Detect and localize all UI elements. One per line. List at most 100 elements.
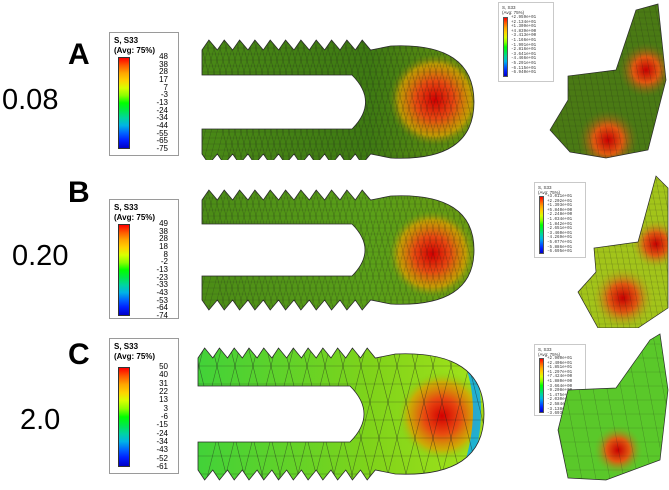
legend-tick-label: 7 <box>163 82 168 92</box>
legend-tick-label: 40 <box>159 370 168 380</box>
mini-legend-tick-label: -5.291e+01 <box>511 61 537 66</box>
legend-tick-label: -34 <box>156 113 168 123</box>
mini-legend-tick-label: -5.886e+01 <box>547 245 573 250</box>
side-view-model <box>549 3 667 159</box>
legend-tick-label: -52 <box>156 453 168 463</box>
legend-tick-label: -65 <box>156 136 168 146</box>
mini-legend-ticks: +2.959e+01 +2.134e+01 +1.309e+01 +4.839e+00… <box>511 16 536 76</box>
mini-legend-tick-label: +2.959e+01 <box>511 16 537 20</box>
mini-legend-title-line1: S, S33 <box>538 185 552 190</box>
contour-legend: S, S33 (Avg: 75%) 48 38 28 17 7 -3 -13 -24 -34 -4… <box>109 32 179 156</box>
legend-color-bar <box>118 367 130 467</box>
mini-legend-tick-label: -2.584e+01 <box>547 402 573 407</box>
mini-legend-title-line1: S, S33 <box>538 347 552 352</box>
legend-tick-label: 38 <box>159 59 168 69</box>
mini-legend-tick-label: +1.880e+00 <box>547 379 573 384</box>
legend-tick-label: -34 <box>156 437 168 446</box>
mini-legend-tick-label: -3.138e+01 <box>547 407 573 412</box>
legend-tick-label: 48 <box>159 52 168 61</box>
legend-tick-label: -6 <box>160 412 168 421</box>
parameter-value: 0.08 <box>2 84 59 116</box>
side-view-model <box>557 333 669 481</box>
legend-title-line1: S, S33 <box>114 203 139 212</box>
legend-tick-label: -44 <box>156 121 168 130</box>
legend-tick-label: -74 <box>156 311 168 320</box>
legend-color-bar <box>118 224 130 316</box>
legend-tick-label: 31 <box>159 378 168 388</box>
mini-legend-tick-label: -1.991e+01 <box>511 43 537 48</box>
mini-legend-tick-label: -4.466e+01 <box>511 57 537 62</box>
legend-tick-label: -2 <box>160 257 168 267</box>
legend-tick-label: 18 <box>159 242 168 251</box>
mini-legend-tick-label: -6.115e+01 <box>511 66 537 71</box>
side-view-body <box>550 4 666 158</box>
mini-legend-tick-label: -1.475e+01 <box>547 393 573 398</box>
row-b: B 0.20 S, S33 (Avg: 75%) 49 38 28 18 8 -2 -13-… <box>0 168 669 328</box>
legend-tick-label: -13 <box>156 98 168 107</box>
legend-tick-label: 3 <box>163 403 168 413</box>
side-view-panel: S, S33 (Avg: 75%) +2.959e+01 +2.134e+01 +1… <box>498 0 669 160</box>
legend-tick-label: -3 <box>160 90 168 100</box>
mini-legend-tick-label: -3.693e+01 <box>547 412 573 417</box>
mini-legend-tick-label: -6.940e+01 <box>511 71 537 76</box>
legend-tick-label: -15 <box>156 420 168 430</box>
mini-legend-tick-label: -6.695e+01 <box>547 250 573 255</box>
mini-legend-tick-label: +1.393e+01 <box>547 204 573 209</box>
mini-legend-tick-label: +3.011e+01 <box>547 195 573 199</box>
mini-legend-tick-label: -3.460e+01 <box>547 231 573 236</box>
mini-legend-color-bar <box>539 358 544 413</box>
model-body <box>198 348 484 480</box>
mini-legend-tick-label: -3.641e+01 <box>511 52 537 57</box>
mini-legend-title-line2: (Avg: 75%) <box>538 352 561 357</box>
legend-tick-label: 13 <box>159 395 168 405</box>
mini-legend-tick-label: +4.839e+00 <box>511 29 537 34</box>
legend-title: S, S33 (Avg: 75%) <box>114 203 155 223</box>
model-outline <box>201 39 475 160</box>
legend-title-line2: (Avg: 75%) <box>114 213 156 222</box>
mini-legend-title: S, S33 (Avg: 75%) <box>538 347 560 357</box>
mini-legend-tick-label: -2.816e+01 <box>511 48 537 53</box>
legend-tick-label: -43 <box>156 445 168 455</box>
model-body <box>202 40 474 160</box>
legend-tick-label: -43 <box>156 288 168 297</box>
mini-legend-tick-label: -5.077e+01 <box>547 240 573 245</box>
legend-title-line2: (Avg: 75%) <box>114 352 156 361</box>
legend-tick-label: 8 <box>163 249 168 259</box>
legend-tick-label: -53 <box>156 295 168 305</box>
stress-contour-model <box>197 347 485 481</box>
mini-legend-title-line2: (Avg: 75%) <box>538 190 561 195</box>
row-c: C 2.0 S, S33 (Avg: 75%) 50 40 31 22 13 3 -6 -15… <box>0 330 669 490</box>
mini-legend: S, S33 (Avg: 75%) +2.959e+01 +2.134e+01 +1… <box>498 2 554 82</box>
legend-tick-label: -75 <box>156 144 168 153</box>
legend-tick-label: 28 <box>159 234 168 244</box>
panel-letter: C <box>68 338 90 371</box>
mini-legend-tick-label: +1.851e+01 <box>547 366 573 371</box>
mini-legend-title: S, S33 (Avg: 75%) <box>538 185 560 195</box>
legend-title-line1: S, S33 <box>114 36 139 45</box>
legend-ticks: 49 38 28 18 8 -2 -13 -23 -33 -43 -53 -64 -74 <box>138 220 176 320</box>
legend-tick-label: 50 <box>159 362 168 371</box>
mini-legend-tick-label: -2.030e+01 <box>547 398 573 403</box>
contour-legend: S, S33 (Avg: 75%) 49 38 28 18 8 -2 -13 -23 -33 -4… <box>109 199 179 320</box>
legend-tick-label: 28 <box>159 67 168 77</box>
mini-legend-tick-label: -1.166e+01 <box>511 38 537 43</box>
mini-legend-ticks: +2.960e+01 +2.406e+01 +1.851e+01 +1.297e+01… <box>547 357 572 417</box>
mini-legend-tick-label: +5.840e+00 <box>547 208 573 213</box>
mini-legend-tick-label: -2.248e+00 <box>547 213 573 218</box>
panel-letter: A <box>68 38 90 71</box>
legend-color-bar <box>118 57 130 149</box>
legend-tick-label: 17 <box>159 75 168 84</box>
stress-contour-model <box>201 189 475 311</box>
mini-legend-tick-label: -1.842e+01 <box>547 222 573 227</box>
mini-legend-color-bar <box>503 17 508 77</box>
mini-legend-tick-label: +1.297e+01 <box>547 370 573 375</box>
legend-tick-label: -55 <box>156 128 168 138</box>
legend-tick-label: -24 <box>156 428 168 438</box>
mini-legend-title-line1: S, S33 <box>502 5 516 10</box>
mini-legend: S, S33 (Avg: 75%) +3.011e+01 +2.202e+01 +1… <box>534 182 586 258</box>
stress-contour-model <box>201 39 475 160</box>
side-view-body <box>578 176 668 328</box>
mini-legend-tick-label: +1.309e+01 <box>511 25 537 30</box>
model-outline <box>197 347 485 481</box>
contour-legend: S, S33 (Avg: 75%) 50 40 31 22 13 3 -6 -15 -24 -34… <box>109 338 179 474</box>
